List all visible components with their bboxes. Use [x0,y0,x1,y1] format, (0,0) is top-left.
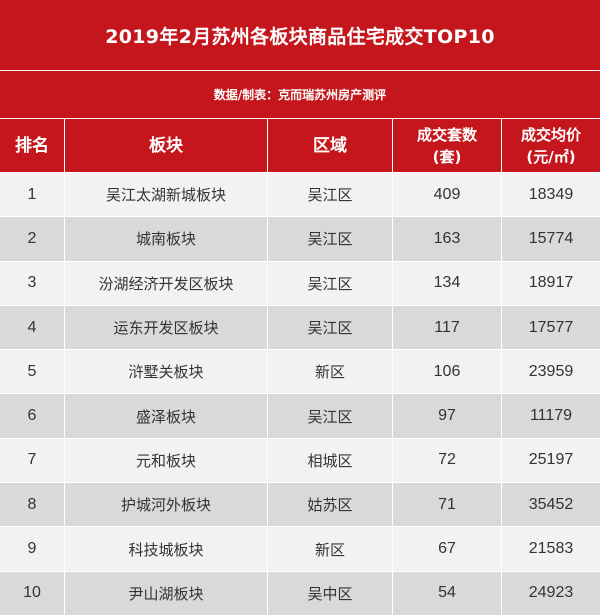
cell-district: 吴江区 [268,305,393,350]
header-price-unit: (元/㎡) [526,147,576,166]
cell-price: 24923 [528,584,574,602]
source-bar: 数据/制表：克而瑞苏州房产测评 [0,71,600,119]
cell-district: 吴江区 [268,394,393,438]
cell-price: 11179 [529,407,573,425]
header-district: 区域 [268,119,393,172]
cell-block: 汾湖经济开发区板块 [65,261,268,305]
cell-rank: 8 [0,483,65,527]
header-rank: 排名 [0,119,65,172]
header-block: 板块 [65,119,268,172]
header-price-label: 成交均价 [520,125,581,144]
table-body: 1 吴江太湖新城板块 吴江区 409 18349 2 城南板块 吴江区 163 15774 3 汾湖经… [0,173,600,616]
cell-block: 元和板块 [65,438,268,483]
cell-district: 新区 [268,350,393,394]
cell-deals: 134 [393,261,502,305]
cell-district: 新区 [268,527,393,571]
table-row: 10 尹山湖板块 吴中区 54 24923 [0,571,600,616]
cell-price: 21583 [528,540,574,558]
cell-block: 盛泽板块 [65,394,268,438]
cell-block: 城南板块 [65,217,268,261]
header-deals: 成交套数 (套) [393,119,502,172]
cell-price: 35452 [528,495,574,513]
cell-deals: 71 [393,483,502,527]
table-row: 7 元和板块 相城区 72 25197 [0,438,600,484]
cell-price: 18917 [528,274,574,292]
cell-district: 吴中区 [268,571,393,615]
cell-rank: 1 [0,173,65,217]
cell-rank: 10 [0,571,65,615]
table-row: 5 浒墅关板块 新区 106 23959 [0,350,600,395]
cell-block: 吴江太湖新城板块 [65,173,268,217]
cell-rank: 7 [0,438,65,483]
cell-price: 23959 [528,362,574,380]
cell-district: 吴江区 [268,217,393,261]
table-row: 4 运东开发区板块 吴江区 117 17577 [0,305,600,351]
cell-deals: 163 [393,217,502,261]
cell-block: 运东开发区板块 [65,305,268,350]
cell-deals: 67 [393,527,502,571]
table-row: 6 盛泽板块 吴江区 97 11179 [0,394,600,439]
table-row: 8 护城河外板块 姑苏区 71 35452 [0,483,600,528]
header-deals-label: 成交套数 [416,125,477,144]
cell-block: 尹山湖板块 [65,571,268,615]
cell-rank: 5 [0,350,65,394]
header-deals-unit: (套) [432,147,462,166]
cell-rank: 3 [0,261,65,305]
cell-deals: 117 [393,305,502,350]
table-header-row: 排名 板块 区域 成交套数 (套) 成交均价 (元/㎡) [0,119,600,173]
cell-price: 18349 [528,185,574,203]
title-bar: 2019年2月苏州各板块商品住宅成交TOP10 [0,0,600,71]
table-row: 3 汾湖经济开发区板块 吴江区 134 18917 [0,261,600,306]
cell-rank: 2 [0,217,65,261]
cell-deals: 409 [393,173,502,217]
cell-district: 姑苏区 [268,483,393,527]
source-note: 数据/制表：克而瑞苏州房产测评 [213,88,387,102]
cell-block: 护城河外板块 [65,483,268,527]
table-row: 1 吴江太湖新城板块 吴江区 409 18349 [0,173,600,218]
cell-district: 吴江区 [268,261,393,305]
cell-deals: 106 [393,350,502,394]
cell-rank: 6 [0,394,65,438]
cell-block: 科技城板块 [65,527,268,571]
cell-price: 17577 [528,318,574,336]
table-title: 2019年2月苏州各板块商品住宅成交TOP10 [105,25,495,48]
cell-price: 15774 [528,229,574,247]
cell-block: 浒墅关板块 [65,350,268,394]
cell-rank: 4 [0,305,65,350]
cell-deals: 54 [393,571,502,615]
cell-price: 25197 [528,451,574,469]
table-row: 2 城南板块 吴江区 163 15774 [0,217,600,262]
cell-deals: 72 [393,438,502,483]
cell-district: 相城区 [268,438,393,483]
cell-rank: 9 [0,527,65,571]
table-grid: 排名 板块 区域 成交套数 (套) 成交均价 (元/㎡) 1 吴江太湖新城板块 吴江… [0,119,600,616]
cell-district: 吴江区 [268,173,393,217]
cell-deals: 97 [393,394,502,438]
table-row: 9 科技城板块 新区 67 21583 [0,527,600,572]
header-price: 成交均价 (元/㎡) [502,119,600,172]
